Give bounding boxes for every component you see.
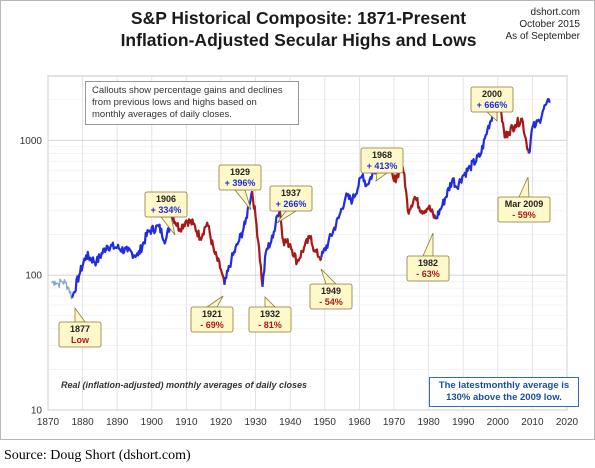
callout-year: 1937 [281, 188, 301, 198]
series-line-rising [434, 99, 499, 220]
callout-box [360, 147, 404, 174]
callout-box [248, 306, 292, 333]
data-basis-note: Real (inflation-adjusted) monthly averag… [61, 380, 308, 390]
x-tick-label: 1960 [348, 417, 371, 428]
callout-box [309, 283, 353, 310]
callout-change: + 266% [276, 199, 307, 209]
x-tick-label: 1990 [452, 417, 475, 428]
source-credit: Source: Doug Short (dshort.com) [4, 448, 191, 463]
callout-change: + 396% [225, 178, 256, 188]
series-line-rising [261, 210, 281, 287]
x-tick-label: 2010 [521, 417, 544, 428]
callout-year: 1877 [70, 324, 90, 334]
series-line-falling [278, 210, 323, 266]
callout-box [470, 86, 514, 113]
series-line-falling [386, 161, 437, 220]
callout-year: 1932 [260, 309, 280, 319]
x-tick-label: 1880 [71, 417, 94, 428]
callout-change: - 54% [319, 297, 343, 307]
callout-year: Mar 2009 [505, 199, 544, 209]
y-tick-label: 100 [25, 271, 42, 282]
chart-svg: 1870 1880 1890 1900 1910 1920 1930 1940 1950 1960… [20, 75, 579, 428]
x-tick-label: 1890 [106, 417, 129, 428]
callout-box [269, 185, 313, 212]
callout-box [144, 191, 188, 218]
y-tick-label: 1000 [20, 136, 43, 147]
x-tick-label: 2000 [487, 417, 510, 428]
callout-box [218, 164, 262, 191]
callout-change: - 63% [416, 269, 440, 279]
callout-explanation-note: Callouts show percentage gains and decli… [85, 81, 299, 125]
series-line-falling [251, 190, 264, 287]
stamp-asof: As of September [505, 31, 580, 42]
source-stamp: dshort.com October 2015 As of September [506, 7, 580, 43]
callout-year: 1968 [372, 150, 392, 160]
x-tick-label: 1940 [279, 417, 302, 428]
callout-change: - 81% [258, 320, 282, 330]
series-line-rising [223, 190, 254, 285]
y-tick-label: 10 [31, 406, 43, 417]
callout-year: 1982 [418, 258, 438, 268]
callout-change: - 59% [512, 210, 536, 220]
callout-year: 2000 [482, 89, 502, 99]
x-tick-label: 1900 [141, 417, 164, 428]
x-tick-label: 1980 [417, 417, 440, 428]
series-line-falling [496, 101, 530, 154]
callout-change: Low [71, 335, 90, 345]
stamp-site: dshort.com [530, 7, 580, 18]
series-line-rising [71, 215, 174, 298]
chart-subtitle: Inflation-Adjusted Secular Highs and Low… [120, 30, 477, 50]
series-line-falling [171, 215, 226, 285]
x-tick-label: 2020 [556, 417, 579, 428]
x-tick-label: 1930 [244, 417, 267, 428]
callout-box [190, 306, 234, 333]
callout-change: + 666% [477, 100, 508, 110]
callout-change: + 413% [367, 161, 398, 171]
callout-box [497, 196, 551, 223]
series-line-early [51, 278, 73, 300]
callout-box [58, 321, 102, 348]
x-tick-label: 1920 [210, 417, 233, 428]
callout-year: 1921 [202, 309, 222, 319]
series-line-rising [527, 98, 551, 154]
x-tick-label: 1950 [314, 417, 337, 428]
callout-year: 1929 [230, 167, 250, 177]
stamp-date: October 2015 [519, 19, 580, 30]
latest-average-note: The latestmonthly average is 130% above … [429, 377, 579, 407]
callout-year: 1949 [321, 286, 341, 296]
callout-box [406, 255, 450, 282]
callout-change: + 334% [151, 205, 182, 215]
x-tick-label: 1870 [37, 417, 60, 428]
chart-title: S&P Historical Composite: 1871-Present [130, 8, 467, 28]
callout-change: - 69% [200, 320, 224, 330]
x-tick-label: 1910 [175, 417, 198, 428]
x-tick-label: 1970 [383, 417, 406, 428]
callout-year: 1906 [156, 194, 176, 204]
chart-frame: 1870 1880 1890 1900 1910 1920 1930 1940 1950 1960… [0, 0, 595, 440]
